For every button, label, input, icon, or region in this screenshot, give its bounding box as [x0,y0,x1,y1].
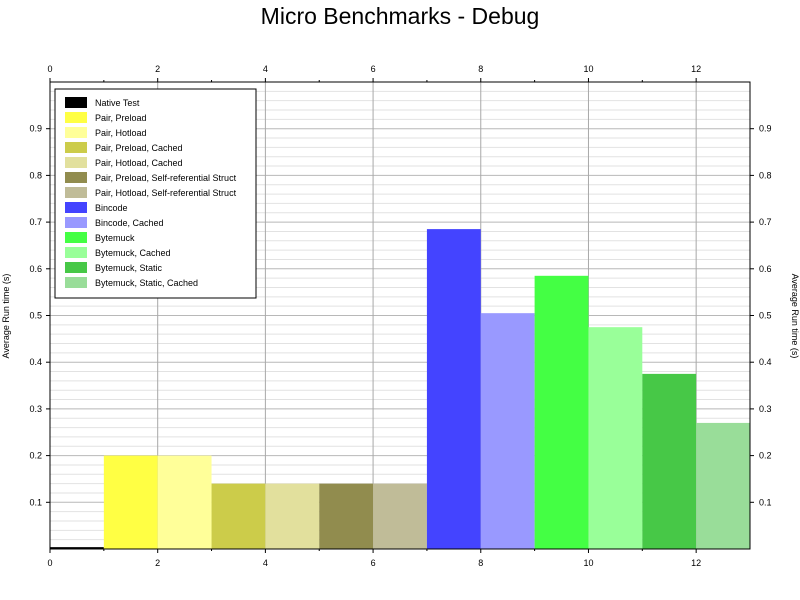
bar-pair-preload-self-referential-struct [319,483,374,549]
legend-box [54,88,257,299]
legend-swatch [65,97,87,108]
legend-swatch [65,172,87,183]
x-tick-label-top: 2 [155,64,160,74]
y-tick-label-right: 0.9 [759,124,772,134]
legend-label: Bytemuck, Static [95,263,163,273]
bar-pair-hotload-self-referential-struct [373,483,427,549]
legend-label: Pair, Preload, Cached [95,143,183,153]
bar-bytemuck-static-cached [696,422,750,549]
legend-label: Native Test [95,98,140,108]
legend-label: Bytemuck, Cached [95,248,171,258]
y-tick-label-right: 0.7 [759,217,772,227]
legend-label: Bincode [95,203,128,213]
y-tick-label: 0.5 [29,311,42,321]
legend-swatch [65,262,87,273]
x-tick-label-top: 12 [691,64,701,74]
x-tick-label: 6 [371,558,376,568]
y-tick-label-right: 0.3 [759,404,772,414]
y-tick-label: 0.7 [29,217,42,227]
legend-swatch [65,232,87,243]
x-tick-label: 4 [263,558,268,568]
y-tick-label-right: 0.4 [759,357,772,367]
legend-label: Pair, Hotload [95,128,147,138]
legend-label: Pair, Hotload, Cached [95,158,183,168]
x-tick-label: 0 [47,558,52,568]
bar-bytemuck-static [642,373,697,549]
bars [50,229,750,550]
y-tick-label-right: 0.2 [759,451,772,461]
y-tick-label-right: 0.8 [759,170,772,180]
legend-label: Bincode, Cached [95,218,164,228]
y-tick-label: 0.3 [29,404,42,414]
legend-label: Pair, Hotload, Self-referential Struct [95,188,237,198]
bar-pair-preload [103,455,158,549]
bar-pair-hotload [157,455,212,549]
legend-swatch [65,202,87,213]
bar-bincode [426,229,481,550]
legend-label: Bytemuck [95,233,135,243]
legend-label: Pair, Preload, Self-referential Struct [95,173,237,183]
legend-label: Bytemuck, Static, Cached [95,278,198,288]
legend-label: Pair, Preload [95,113,147,123]
legend-swatch [65,277,87,288]
y-tick-label: 0.8 [29,170,42,180]
x-tick-label-top: 6 [371,64,376,74]
x-tick-label-top: 10 [583,64,593,74]
bar-bytemuck [534,275,589,549]
legend: Native Test Pair, Preload Pair, Hotload Pai… [54,88,257,299]
legend-swatch [65,217,87,228]
y-tick-label: 0.4 [29,357,42,367]
legend-swatch [65,112,87,123]
legend-swatch [65,127,87,138]
y-tick-label-right: 0.6 [759,264,772,274]
y-tick-label: 0.9 [29,124,42,134]
y-tick-label: 0.2 [29,451,42,461]
legend-swatch [65,142,87,153]
legend-swatch [65,187,87,198]
x-tick-label-top: 8 [478,64,483,74]
bar-pair-preload-cached [211,483,266,549]
bar-bincode-cached [480,313,535,549]
chart-title: Micro Benchmarks - Debug [260,3,540,29]
y-tick-label: 0.6 [29,264,42,274]
bar-pair-hotload-cached [265,483,320,549]
y-tick-label-right: 0.5 [759,311,772,321]
x-tick-label-top: 0 [47,64,52,74]
y-tick-label-right: 0.1 [759,497,772,507]
legend-swatch [65,247,87,258]
x-tick-label: 12 [691,558,701,568]
y-tick-label: 0.1 [29,497,42,507]
bar-native-test [50,547,104,549]
bar-bytemuck-cached [588,327,643,549]
legend-swatch [65,157,87,168]
x-tick-label-top: 4 [263,64,268,74]
x-tick-label: 2 [155,558,160,568]
ticks: 0 0 2 2 4 4 6 6 8 8 10 10 12 12 0.1 0.1 0.2 0.2 0.3 0.3 0.4 0… [29,64,771,568]
x-tick-label: 8 [478,558,483,568]
x-tick-label: 10 [583,558,593,568]
